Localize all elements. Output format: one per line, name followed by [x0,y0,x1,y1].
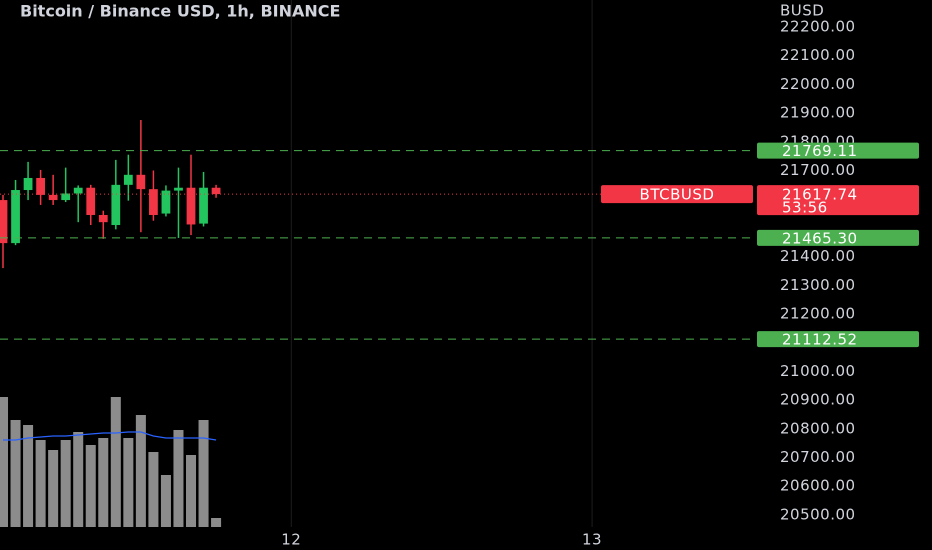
y-tick-label: 21200.00 [780,305,856,323]
y-tick-label: 21000.00 [780,362,856,380]
candle-body [11,190,20,244]
y-tick-label: 20800.00 [780,419,856,437]
candle-body [123,174,133,185]
y-tick-label: 21300.00 [780,276,856,294]
volume-bar [110,397,121,527]
volume-bar [123,438,134,527]
candle-body [61,193,71,201]
volume-bar [85,445,96,527]
candle-body [23,177,33,191]
candle-body [149,189,158,215]
level-tag [757,331,919,348]
candle-body [0,200,8,244]
level-tag [757,142,919,159]
y-tick-label: 20900.00 [780,391,856,409]
volume-bar [98,438,109,527]
volume-bar [198,420,209,527]
countdown-label: 53:56 [782,199,828,217]
chart-title: Bitcoin / Binance USD, 1h, BINANCE [20,2,340,21]
volume-bar [211,518,222,527]
level-label: 21465.30 [782,229,858,247]
volume-bar [160,475,171,527]
y-tick-label: 21400.00 [780,247,856,265]
candle-body [36,177,45,195]
y-tick-label: 21900.00 [780,104,856,122]
volume-bar [173,430,184,527]
x-tick-label: 13 [582,531,602,549]
symbol-label: BTCBUSD [640,186,715,204]
volume-bar [10,420,21,527]
volume-bar [60,440,71,527]
candle-body [186,187,196,225]
level-label: 21112.52 [782,331,858,349]
y-tick-label: 22100.00 [780,46,856,64]
level-tag [757,229,919,246]
candle-body [111,184,121,226]
volume-bar [23,425,34,527]
last-price-tag [757,185,919,216]
y-tick-label: 20700.00 [780,448,856,466]
volume-ma-line [3,431,217,441]
candle-body [174,187,183,191]
candle-body [48,194,58,201]
volume-bar [148,452,159,527]
currency-label: BUSD [780,2,824,20]
volume-bar [135,415,146,527]
candle-body [161,190,171,214]
y-tick-label: 22200.00 [780,17,856,35]
volume-bar [0,397,9,527]
symbol-tag [601,185,753,204]
candle-body [86,187,96,215]
y-tick-label: 20600.00 [780,477,856,495]
volume-bar [48,450,59,527]
y-tick-label: 22000.00 [780,75,856,93]
x-tick-label: 12 [281,531,301,549]
candle-body [211,187,221,195]
volume-bar [35,440,46,527]
candle-body [98,214,108,223]
volume-bar [185,455,197,527]
volume-bar [73,432,84,527]
candle-body [199,187,208,224]
candle-body [136,174,146,190]
last-price-label: 21617.74 [782,186,858,204]
candle-body [73,187,83,194]
y-tick-label: 20500.00 [780,505,856,523]
level-label: 21769.11 [782,142,858,160]
y-tick-label: 21700.00 [780,161,856,179]
